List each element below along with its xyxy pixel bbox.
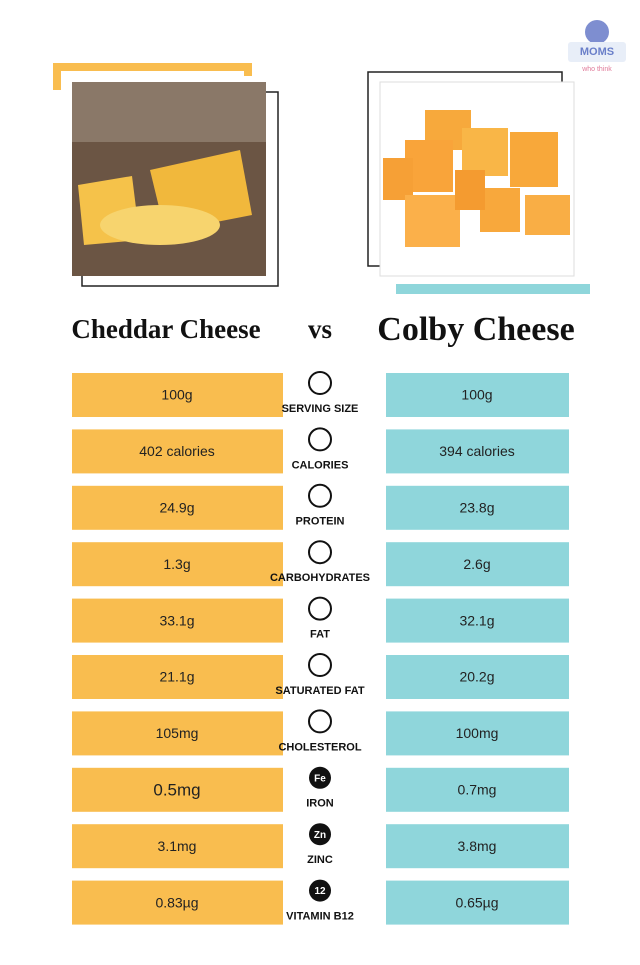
colby-box <box>386 542 569 587</box>
cheddar-value: 1.3g <box>163 556 190 572</box>
colby-box <box>386 767 569 812</box>
right-title: Colby Cheese <box>377 311 574 348</box>
nutrient-icon <box>309 823 331 846</box>
nutrient-label: IRON <box>306 798 334 810</box>
colby-value: 100g <box>461 387 492 403</box>
nutrient-label: CARBOHYDRATES <box>270 572 370 584</box>
colby-box <box>386 824 569 869</box>
cheddar-box <box>72 542 283 587</box>
nutrient-icon <box>308 653 332 677</box>
cheddar-value: 33.1g <box>159 612 194 628</box>
cheddar-box <box>72 655 283 699</box>
cheddar-box <box>72 485 283 530</box>
comparison-rows: 100g 100g SERVING SIZE 402 calories 394 calo… <box>72 371 569 925</box>
nutrient-label: PROTEIN <box>296 516 345 528</box>
cheddar-box <box>72 767 283 812</box>
logo-tagline: who think <box>581 66 612 73</box>
nutrient-icon <box>308 483 332 508</box>
icon-text: Fe <box>314 773 326 784</box>
colby-box <box>386 429 569 474</box>
colby-value: 32.1g <box>459 612 494 628</box>
colby-photo <box>367 71 590 294</box>
cheddar-value: 24.9g <box>159 500 194 516</box>
cheddar-value: 21.1g <box>159 669 194 685</box>
colby-box <box>386 711 569 756</box>
nutrient-label: ZINC <box>307 854 333 866</box>
cheddar-value: 100g <box>161 387 192 403</box>
cheddar-value: 402 calories <box>139 443 215 459</box>
colby-value: 394 calories <box>439 443 515 459</box>
nutrient-icon <box>308 709 332 734</box>
nutrient-label: CHOLESTEROL <box>278 741 361 753</box>
colby-value: 3.8mg <box>458 838 497 854</box>
colby-value: 20.2g <box>459 669 494 685</box>
colby-value: 0.65µg <box>455 894 498 910</box>
nutrient-icon <box>308 540 332 565</box>
cheddar-box <box>72 373 283 417</box>
cheddar-box <box>72 429 283 474</box>
colby-value: 23.8g <box>459 500 494 516</box>
nutrient-label: VITAMIN B12 <box>286 911 354 923</box>
colby-box <box>386 373 569 417</box>
nutrient-label: SATURATED FAT <box>275 685 364 697</box>
nutrient-icon <box>309 879 331 902</box>
colby-box <box>386 655 569 699</box>
colby-value: 100mg <box>456 725 499 741</box>
cheddar-value: 3.1mg <box>158 838 197 854</box>
cheddar-box <box>72 711 283 756</box>
cheddar-value: 0.83µg <box>155 894 198 910</box>
colby-box <box>386 598 569 643</box>
colby-box <box>386 880 569 925</box>
logo-name: MOMS <box>580 46 614 58</box>
nutrient-icon <box>308 427 332 452</box>
nutrient-label: SERVING SIZE <box>282 403 359 415</box>
icon-text: Zn <box>314 830 326 841</box>
cheddar-box <box>72 880 283 925</box>
versus: vs <box>308 314 332 344</box>
cheddar-photo <box>53 63 279 287</box>
colby-value: 0.7mg <box>458 782 497 798</box>
icon-text: 12 <box>314 886 326 897</box>
cheddar-value: 105mg <box>156 725 199 741</box>
logo: MOMS who think <box>568 20 626 73</box>
nutrient-icon <box>308 596 332 621</box>
nutrient-label: FAT <box>310 629 330 641</box>
colby-box <box>386 485 569 530</box>
cheddar-box <box>72 598 283 643</box>
nutrient-label: CALORIES <box>292 459 349 471</box>
nutrient-icon <box>309 766 331 789</box>
nutrient-icon <box>308 371 332 395</box>
cheddar-box <box>72 824 283 869</box>
colby-value: 2.6g <box>463 556 490 572</box>
cheddar-value: 0.5mg <box>153 780 200 799</box>
left-title: Cheddar Cheese <box>71 314 260 344</box>
